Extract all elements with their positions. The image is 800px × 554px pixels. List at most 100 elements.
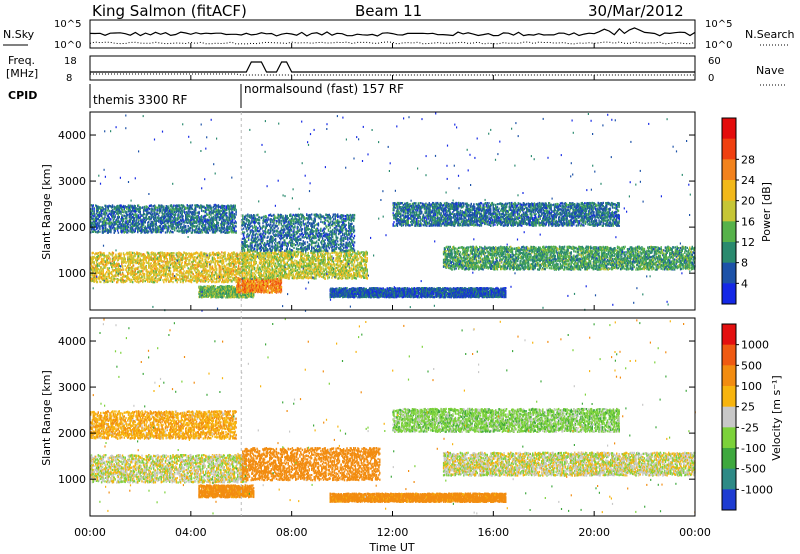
echo-cell (151, 273, 152, 275)
echo-cell (224, 255, 225, 257)
echo-cell (203, 275, 204, 277)
echo-cell (233, 256, 234, 258)
echo-cell (127, 256, 128, 258)
echo-cell (203, 263, 204, 265)
echo-cell (163, 275, 164, 277)
echo-cell (104, 216, 105, 218)
echo-cell (210, 254, 211, 256)
echo-cell (118, 259, 119, 261)
echo-cell (119, 271, 120, 273)
echo-cell (125, 258, 126, 260)
echo-cell (164, 252, 165, 254)
echo-cell (177, 270, 178, 272)
echo-cell (102, 217, 103, 219)
echo-cell (233, 272, 234, 274)
echo-cell (101, 212, 102, 214)
echo-cell (184, 264, 185, 266)
echo-cell (110, 218, 111, 220)
echo-cell (222, 266, 223, 268)
echo-cell (182, 279, 183, 281)
echo-cell (93, 261, 94, 263)
echo-cell (165, 273, 166, 275)
echo-cell (208, 281, 209, 283)
echo-cell (140, 280, 141, 282)
echo-cell (208, 270, 209, 272)
echo-cell (123, 218, 124, 220)
echo-cell (207, 264, 208, 266)
echo-cell (103, 208, 104, 210)
echo-cell (126, 217, 127, 219)
echo-cell (152, 276, 153, 278)
echo-cell (144, 268, 145, 270)
echo-cell (215, 265, 216, 267)
echo-cell (224, 253, 225, 255)
echo-cell (209, 274, 210, 276)
echo-cell (235, 263, 236, 265)
beam-title: Beam 11 (355, 2, 422, 20)
echo-cell (101, 258, 102, 260)
echo-cell (230, 259, 231, 261)
echo-cell (216, 268, 217, 270)
echo-cell (142, 270, 143, 272)
echo-cell (165, 276, 166, 278)
echo-cell (144, 262, 145, 264)
echo-cell (121, 263, 122, 265)
echo-cell (103, 270, 104, 272)
echo-cell (96, 261, 97, 263)
echo-cell (193, 277, 194, 279)
echo-cell (221, 254, 222, 256)
echo-cell (126, 280, 127, 282)
echo-cell (97, 222, 98, 224)
echo-cell (132, 252, 133, 254)
echo-cell (163, 260, 164, 262)
echo-cell (156, 254, 157, 256)
echo-cell (135, 270, 136, 272)
date-title: 30/Mar/2012 (588, 2, 684, 20)
echo-cell (202, 259, 203, 261)
echo-cell (209, 257, 210, 259)
echo-cell (100, 281, 101, 283)
echo-cell (195, 261, 196, 263)
echo-cell (220, 265, 221, 267)
echo-cell (209, 252, 210, 254)
echo-cell (123, 220, 124, 222)
echo-cell (100, 221, 101, 223)
echo-cell (156, 281, 157, 283)
echo-cell (129, 278, 130, 280)
echo-cell (184, 266, 185, 268)
echo-cell (159, 268, 160, 270)
echo-cell (92, 210, 93, 212)
echo-cell (114, 261, 115, 263)
echo-cell (188, 267, 189, 269)
echo-cell (93, 215, 94, 217)
echo-cell (116, 256, 117, 258)
echo-cell (146, 279, 147, 281)
echo-cell (134, 252, 135, 254)
echo-cell (156, 278, 157, 280)
echo-cell (122, 265, 123, 267)
echo-cell (198, 276, 199, 278)
echo-cell (138, 281, 139, 283)
echo-cell (210, 266, 211, 268)
echo-cell (160, 279, 161, 281)
echo-cell (128, 264, 129, 266)
echo-cell (121, 227, 122, 229)
echo-cell (99, 228, 100, 230)
echo-cell (221, 251, 222, 253)
echo-cell (137, 260, 138, 262)
echo-cell (115, 227, 116, 229)
echo-cell (116, 219, 117, 221)
echo-cell (120, 253, 121, 255)
echo-cell (223, 276, 224, 278)
echo-cell (188, 256, 189, 258)
echo-cell (194, 256, 195, 258)
echo-cell (214, 269, 215, 271)
echo-cell (170, 260, 171, 262)
echo-cell (93, 257, 94, 259)
echo-cell (119, 221, 120, 223)
echo-cell (235, 276, 236, 278)
echo-cell (125, 261, 126, 263)
echo-cell (191, 275, 192, 277)
echo-cell (128, 223, 129, 225)
echo-cell (97, 263, 98, 265)
